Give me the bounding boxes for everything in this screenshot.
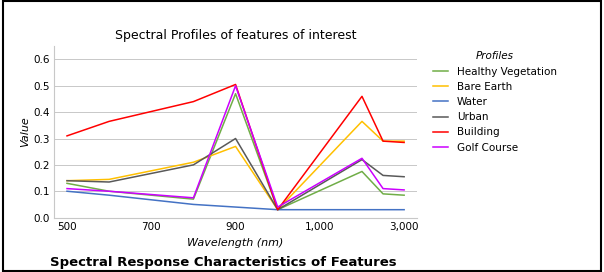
Urban xyxy=(274,208,281,211)
Urban xyxy=(63,179,71,182)
Healthy Vegetation xyxy=(274,208,281,211)
Urban xyxy=(232,137,239,140)
Golf Course xyxy=(232,84,239,87)
Golf Course xyxy=(63,187,71,190)
Golf Course xyxy=(274,205,281,209)
Water xyxy=(379,208,387,211)
Bare Earth xyxy=(190,160,197,164)
Line: Urban: Urban xyxy=(67,138,404,210)
Golf Course xyxy=(379,187,387,190)
Building xyxy=(379,140,387,143)
Healthy Vegetation xyxy=(106,190,113,193)
Bare Earth xyxy=(400,140,408,143)
Golf Course xyxy=(190,196,197,199)
Healthy Vegetation xyxy=(232,92,239,95)
Water xyxy=(358,208,365,211)
Water xyxy=(232,205,239,209)
Building xyxy=(106,120,113,123)
Golf Course xyxy=(358,157,365,160)
Healthy Vegetation xyxy=(63,182,71,185)
Bare Earth xyxy=(106,178,113,181)
Healthy Vegetation xyxy=(379,192,387,196)
Golf Course xyxy=(400,188,408,191)
Bare Earth xyxy=(232,145,239,148)
Building xyxy=(232,83,239,86)
Bare Earth xyxy=(274,208,281,211)
Line: Water: Water xyxy=(67,191,404,210)
Golf Course xyxy=(106,190,113,193)
Healthy Vegetation xyxy=(358,170,365,173)
Y-axis label: Value: Value xyxy=(20,116,30,147)
Line: Golf Course: Golf Course xyxy=(67,86,404,207)
Water xyxy=(400,208,408,211)
Water xyxy=(63,190,71,193)
Bare Earth xyxy=(379,140,387,143)
Line: Building: Building xyxy=(67,85,404,210)
Building xyxy=(63,134,71,138)
Building xyxy=(190,100,197,103)
Building xyxy=(274,208,281,211)
Urban xyxy=(358,158,365,161)
Bare Earth xyxy=(63,179,71,182)
Building xyxy=(358,95,365,98)
Urban xyxy=(106,180,113,184)
Bare Earth xyxy=(358,120,365,123)
Line: Healthy Vegetation: Healthy Vegetation xyxy=(67,94,404,210)
Urban xyxy=(379,174,387,177)
Healthy Vegetation xyxy=(190,197,197,201)
Urban xyxy=(190,163,197,166)
Legend: Healthy Vegetation, Bare Earth, Water, Urban, Building, Golf Course: Healthy Vegetation, Bare Earth, Water, U… xyxy=(433,51,557,153)
Title: Spectral Profiles of features of interest: Spectral Profiles of features of interes… xyxy=(115,29,356,42)
Building xyxy=(400,141,408,144)
Water xyxy=(274,208,281,211)
Water xyxy=(106,194,113,197)
Healthy Vegetation xyxy=(400,194,408,197)
Line: Bare Earth: Bare Earth xyxy=(67,121,404,210)
Water xyxy=(190,203,197,206)
X-axis label: Wavelength (nm): Wavelength (nm) xyxy=(187,238,284,248)
Text: Spectral Response Characteristics of Features: Spectral Response Characteristics of Fea… xyxy=(50,256,397,269)
Urban xyxy=(400,175,408,178)
